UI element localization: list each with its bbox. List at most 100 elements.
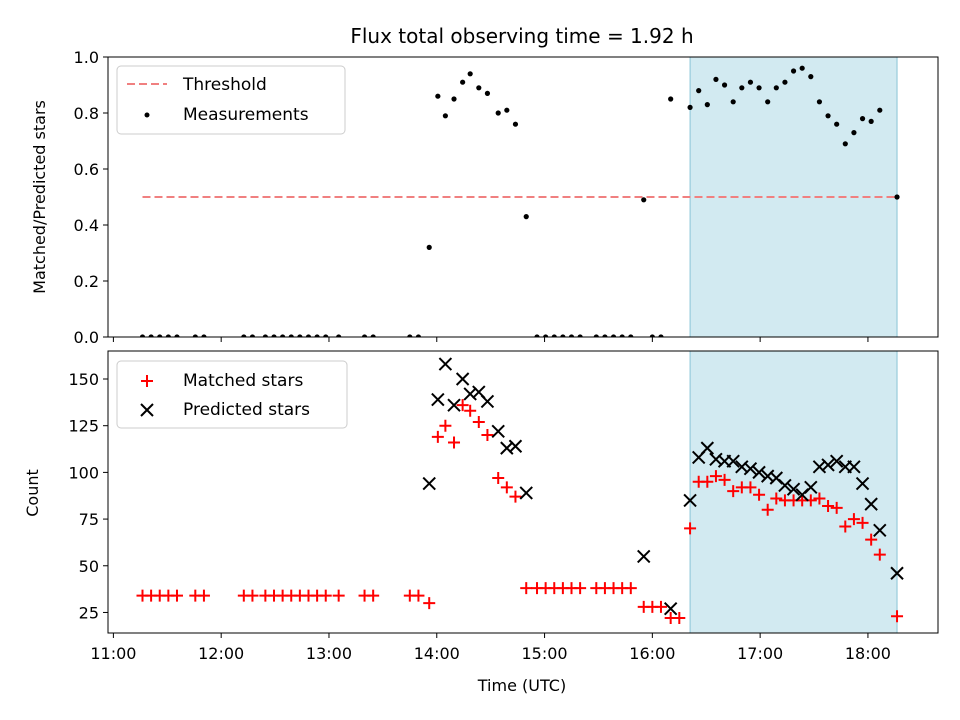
y-tick-label: 0.6 xyxy=(74,160,99,179)
measurement-point xyxy=(451,96,457,102)
measurement-point xyxy=(641,197,647,203)
measurement-point xyxy=(602,334,608,337)
measurement-point xyxy=(435,93,441,99)
measurement-point xyxy=(314,334,320,337)
predicted-star-point xyxy=(864,497,878,511)
matched-star-point xyxy=(624,582,637,595)
x-tick-label: 18:00 xyxy=(845,644,891,663)
measurement-point xyxy=(658,334,664,337)
matched-star-point xyxy=(830,501,843,514)
measurement-point xyxy=(280,334,286,337)
measurement-point xyxy=(593,334,599,337)
matched-star-point xyxy=(727,485,740,498)
axes-frame xyxy=(107,56,939,338)
measurement-point xyxy=(504,107,510,113)
measurement-point xyxy=(467,71,473,77)
legend-matched-swatch xyxy=(141,375,153,387)
legend-measurements-label: Measurements xyxy=(183,105,309,125)
ratio-panel: 0.0 0.2 0.4 0.6 0.8 1.0 xyxy=(74,48,939,347)
predicted-star-point xyxy=(519,486,533,500)
matched-star-point xyxy=(744,481,757,494)
measurement-point xyxy=(687,104,693,110)
measurement-point xyxy=(739,85,745,91)
measurement-point xyxy=(442,113,448,119)
y-tick-label: 0.2 xyxy=(74,272,99,291)
matched-star-point xyxy=(718,473,731,486)
measurement-point xyxy=(201,334,207,337)
measurement-point xyxy=(271,334,277,337)
y-tick-label: 150 xyxy=(68,370,99,389)
matched-star-point xyxy=(891,610,904,623)
measurement-point xyxy=(426,244,432,250)
measurement-point xyxy=(782,79,788,85)
measurement-point xyxy=(460,79,466,85)
matched-star-point xyxy=(481,429,494,442)
measurement-point xyxy=(336,334,342,337)
x-axis-label: Time (UTC) xyxy=(477,676,566,695)
matched-star-point xyxy=(865,533,878,546)
matched-star-point xyxy=(753,488,766,501)
measurement-point xyxy=(619,334,625,337)
measurement-point xyxy=(288,334,294,337)
measurement-point xyxy=(370,334,376,337)
y-tick-label: 25 xyxy=(79,603,99,622)
measurement-point xyxy=(165,334,171,337)
measurement-point xyxy=(560,334,566,337)
measurement-point xyxy=(799,65,805,71)
measurement-point xyxy=(157,334,163,337)
matched-star-point xyxy=(246,589,259,602)
top-y-axis-label: Matched/Predicted stars xyxy=(30,100,49,294)
legend-measurements-swatch xyxy=(144,112,150,118)
matched-star-point xyxy=(448,436,461,449)
predicted-star-point xyxy=(752,465,766,480)
predicted-star-point xyxy=(637,549,651,564)
x-tick-label: 12:00 xyxy=(198,644,244,663)
matched-star-point xyxy=(319,589,332,602)
measurement-point xyxy=(415,334,422,337)
matched-star-point xyxy=(709,470,722,483)
measurement-point xyxy=(765,99,771,105)
measurement-point xyxy=(262,334,268,337)
measurement-point xyxy=(834,121,840,127)
predicted-star-point xyxy=(663,602,678,616)
measurement-point xyxy=(543,334,549,337)
matched-star-point xyxy=(332,589,345,602)
matched-star-point xyxy=(472,415,485,428)
y-tick-label: 125 xyxy=(68,417,99,436)
measurement-point xyxy=(192,334,198,337)
matched-star-point xyxy=(701,475,714,488)
panel-markers xyxy=(139,65,900,337)
measurement-point xyxy=(361,334,368,337)
predicted-star-point xyxy=(890,566,904,580)
measurement-point xyxy=(407,334,413,337)
measurement-point xyxy=(174,334,180,337)
measurement-point xyxy=(747,79,754,85)
measurement-point xyxy=(816,99,823,105)
measurement-point xyxy=(551,334,557,337)
bottom-legend-box xyxy=(116,360,348,429)
matched-star-point xyxy=(492,471,505,484)
top-legend: Threshold Measurements xyxy=(116,65,346,135)
predicted-star-point xyxy=(491,424,505,439)
measurement-point xyxy=(696,88,702,94)
measurement-point xyxy=(512,121,519,127)
matched-star-point xyxy=(574,582,587,595)
y-tick-label: 75 xyxy=(79,510,99,529)
measurement-point xyxy=(577,334,583,337)
matched-star-point xyxy=(456,399,469,412)
measurement-point xyxy=(704,102,710,108)
measurement-point xyxy=(790,68,797,74)
y-tick-label: 100 xyxy=(68,463,99,482)
measurement-point xyxy=(148,334,154,337)
predicted-star-point xyxy=(422,476,436,491)
matched-star-point xyxy=(847,513,860,526)
measurement-point xyxy=(241,334,247,337)
matched-star-point xyxy=(520,582,533,595)
matched-star-point xyxy=(197,589,210,602)
y-tick-label: 0.4 xyxy=(74,216,99,235)
y-tick-label: 1.0 xyxy=(74,48,99,67)
matched-star-point xyxy=(500,481,513,494)
top-legend-box xyxy=(116,65,346,135)
measurement-point xyxy=(297,334,303,337)
matched-star-point xyxy=(813,492,826,505)
